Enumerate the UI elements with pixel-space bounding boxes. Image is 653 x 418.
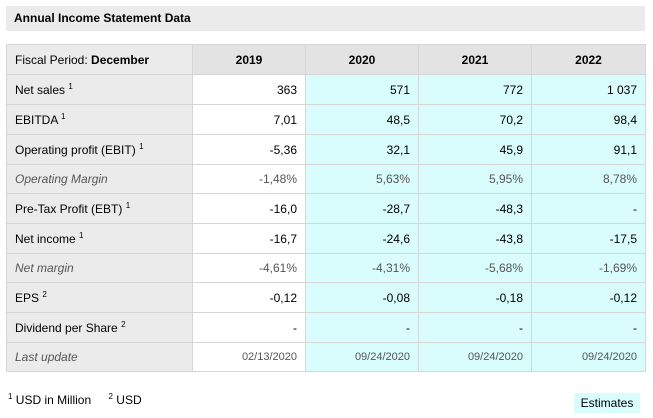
value-cell: 98,4: [531, 104, 646, 135]
value-cell: -28,7: [305, 193, 419, 224]
footnote-marker: 2: [42, 289, 47, 299]
footnote-marker: 1: [125, 200, 131, 210]
value-cell: 8,78%: [531, 164, 646, 194]
year-header: 2020: [305, 44, 419, 75]
row-label: Net income 1: [6, 223, 193, 254]
value-cell: -16,0: [192, 193, 306, 224]
value-cell: 363: [192, 74, 306, 105]
row-label-text: Dividend per Share: [15, 320, 118, 335]
year-header: 2021: [418, 44, 532, 75]
row-label-text: EPS: [15, 290, 40, 305]
table-row: EBITDA 1 7,01 48,5 70,2 98,4: [6, 104, 646, 135]
value-cell: -43,8: [418, 223, 532, 254]
value-cell: -: [531, 193, 646, 224]
row-label: Dividend per Share 2: [6, 312, 193, 343]
row-label: Operating profit (EBIT) 1: [6, 134, 193, 165]
table-row: Operating profit (EBIT) 1 -5,36 32,1 45,9 91…: [6, 134, 646, 165]
value-cell: -48,3: [418, 193, 532, 224]
row-label: Operating Margin: [6, 164, 193, 194]
year-header: 2019: [192, 44, 306, 75]
value-cell: -0,12: [531, 282, 646, 313]
table-row: EPS 2 -0,12 -0,08 -0,18 -0,12: [6, 282, 646, 313]
value-cell: 91,1: [531, 134, 646, 165]
row-label-text: Net margin: [15, 261, 74, 275]
value-cell: 7,01: [192, 104, 306, 135]
fiscal-period-label: Fiscal Period:: [15, 52, 88, 67]
year-header: 2022: [531, 44, 646, 75]
value-cell: -: [192, 312, 306, 343]
footnote-marker: 1: [79, 230, 84, 240]
value-cell: 571: [305, 74, 419, 105]
table-row: Operating Margin -1,48% 5,63% 5,95% 8,78%: [6, 164, 646, 194]
estimates-legend: Estimates: [574, 393, 640, 413]
table-row: Dividend per Share 2----: [6, 312, 646, 343]
table-row: Net sales 1 363 571 772 1 037: [6, 74, 646, 105]
value-cell: 09/24/2020: [305, 342, 419, 372]
row-label: Last update: [6, 342, 193, 372]
value-cell: 1 037: [531, 74, 646, 105]
row-label-text: EBITDA: [15, 112, 58, 127]
value-cell: 32,1: [305, 134, 419, 165]
value-cell: -4,61%: [192, 253, 306, 283]
value-cell: -17,5: [531, 223, 646, 254]
value-cell: -24,6: [305, 223, 419, 254]
fiscal-period-value: December: [91, 52, 150, 67]
value-cell: -16,7: [192, 223, 306, 254]
footnotes: 1 USD in Million 2 USD: [8, 392, 156, 408]
value-cell: -0,12: [192, 282, 306, 313]
fiscal-period-header: Fiscal Period: December: [6, 44, 193, 75]
value-cell: -0,08: [305, 282, 419, 313]
value-cell: -1,69%: [531, 253, 646, 283]
row-label: EPS 2: [6, 282, 193, 313]
footnote-number: 2: [108, 392, 113, 401]
footnote-text: USD: [116, 393, 142, 407]
value-cell: 09/24/2020: [418, 342, 532, 372]
table-row: Last update 02/13/2020 09/24/2020 09/24/202…: [6, 342, 646, 372]
value-cell: 09/24/2020: [531, 342, 646, 372]
value-cell: -: [305, 312, 419, 343]
value-cell: -: [418, 312, 532, 343]
value-cell: -5,68%: [418, 253, 532, 283]
footnote-number: 1: [8, 392, 13, 401]
row-label-text: Operating profit (EBIT): [15, 142, 136, 157]
row-label: Pre-Tax Profit (EBT) 1: [6, 193, 193, 224]
value-cell: -0,18: [418, 282, 532, 313]
value-cell: 70,2: [418, 104, 532, 135]
row-label-text: Last update: [15, 350, 78, 364]
table-row: Pre-Tax Profit (EBT) 1 -16,0 -28,7 -48,3-: [6, 193, 646, 224]
row-label-text: Pre-Tax Profit (EBT): [15, 201, 123, 216]
value-cell: 45,9: [418, 134, 532, 165]
value-cell: 48,5: [305, 104, 419, 135]
footnote: 1 USD in Million: [8, 392, 92, 408]
row-label-text: Net income: [15, 231, 76, 246]
footnote-marker: 2: [121, 319, 126, 329]
value-cell: -: [531, 312, 646, 343]
footnote-marker: 1: [68, 81, 73, 91]
value-cell: 772: [418, 74, 532, 105]
footnote-text: USD in Million: [15, 393, 92, 407]
table-header-row: Fiscal Period: December 2019 2020 2021 2…: [6, 44, 646, 75]
footnote-marker: 1: [139, 141, 144, 151]
footnote: 2 USD: [108, 392, 142, 408]
value-cell: 5,95%: [418, 164, 532, 194]
value-cell: 5,63%: [305, 164, 419, 194]
value-cell: -1,48%: [192, 164, 306, 194]
value-cell: 02/13/2020: [192, 342, 306, 372]
row-label-text: Net sales: [15, 82, 66, 97]
table-row: Net income 1 -16,7 -24,6 -43,8 -17,5: [6, 223, 646, 254]
row-label: Net sales 1: [6, 74, 193, 105]
section-title: Annual Income Statement Data: [6, 6, 645, 31]
row-label-text: Operating Margin: [15, 172, 108, 186]
value-cell: -5,36: [192, 134, 306, 165]
row-label: Net margin: [6, 253, 193, 283]
table-row: Net margin -4,61% -4,31% -5,68% -1,69%: [6, 253, 646, 283]
income-statement-table: Fiscal Period: December 2019 2020 2021 2…: [6, 44, 646, 372]
row-label: EBITDA 1: [6, 104, 193, 135]
footnote-marker: 1: [61, 111, 66, 121]
value-cell: -4,31%: [305, 253, 419, 283]
